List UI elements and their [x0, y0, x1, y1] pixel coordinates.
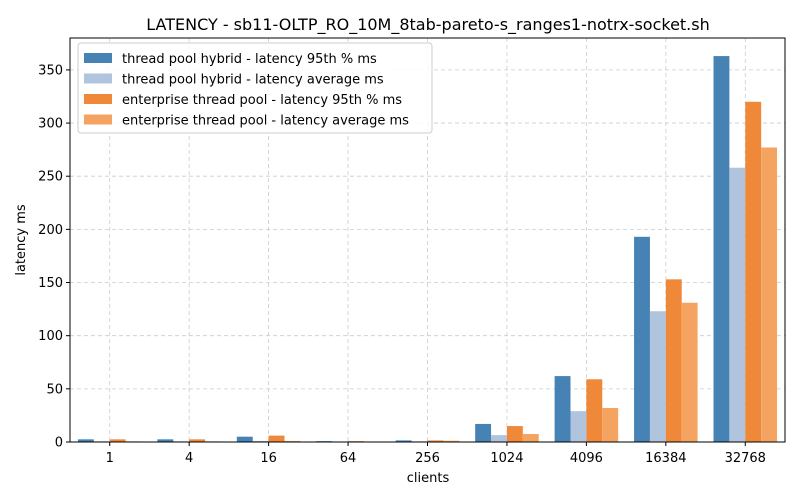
y-tick-label: 300	[38, 117, 63, 132]
y-tick-label: 250	[38, 170, 63, 185]
bar-series-2-16384	[649, 311, 666, 442]
legend-swatch	[84, 114, 112, 125]
y-tick-label: 200	[38, 223, 63, 238]
bar-series-3-16384	[665, 279, 682, 442]
legend-label: thread pool hybrid - latency 95th % ms	[122, 52, 377, 67]
y-tick-label: 50	[46, 382, 63, 397]
bar-series-1-256	[395, 440, 412, 442]
legend-label: enterprise thread pool - latency 95th % …	[122, 93, 402, 108]
x-tick-label: 4	[185, 451, 193, 466]
bar-series-2-16	[252, 440, 269, 442]
x-axis-title: clients	[407, 471, 450, 486]
x-tick-label: 1	[106, 451, 114, 466]
legend-label: thread pool hybrid - latency average ms	[122, 73, 384, 88]
bar-series-2-32768	[729, 167, 746, 442]
bar-series-3-32768	[745, 101, 762, 442]
y-tick-label: 0	[55, 436, 63, 451]
legend-swatch	[84, 94, 112, 104]
x-tick-label: 256	[415, 451, 440, 466]
bar-series-3-1024	[506, 426, 523, 442]
x-tick-label: 32768	[725, 451, 766, 466]
bar-series-3-4	[189, 439, 206, 442]
x-tick-label: 4096	[570, 451, 603, 466]
legend-box	[77, 42, 433, 134]
x-tick-label: 64	[340, 451, 357, 466]
bar-series-4-4096	[602, 407, 619, 442]
y-tick-label: 100	[38, 329, 63, 344]
bar-series-3-1	[109, 439, 126, 442]
y-axis-title: latency ms	[14, 204, 29, 276]
bar-series-1-16384	[634, 236, 650, 442]
legend-swatch	[84, 53, 112, 63]
bar-series-4-16	[284, 440, 301, 442]
bar-series-2-1024	[491, 435, 507, 442]
bar-series-3-16	[268, 435, 285, 442]
chart-title: LATENCY - sb11-OLTP_RO_10M_8tab-pareto-s…	[146, 15, 710, 35]
x-tick-label: 16384	[645, 451, 686, 466]
legend-swatch	[84, 73, 112, 84]
legend-label: enterprise thread pool - latency average…	[122, 114, 409, 129]
bar-series-4-16384	[681, 302, 698, 442]
bar-series-1-4096	[554, 376, 571, 442]
bar-series-1-4	[157, 439, 174, 442]
bar-series-4-256	[443, 440, 460, 442]
bar-series-4-1024	[522, 434, 539, 442]
y-tick-label: 150	[38, 276, 63, 291]
bar-series-1-16	[236, 436, 253, 442]
bar-series-1-32768	[713, 56, 730, 443]
bar-series-3-4096	[586, 379, 603, 442]
bar-series-3-256	[427, 440, 444, 442]
bar-series-1-1024	[475, 423, 492, 442]
x-axis: 1 4 16 64 256 1024 4096 16384 32768	[106, 442, 766, 466]
x-tick-label: 1024	[490, 451, 523, 466]
y-axis: 0 50 100 150 200 250 300 350	[38, 63, 70, 451]
bar-series-1-1	[77, 439, 94, 442]
bar-series-2-4096	[570, 411, 587, 442]
bar-series-4-32768	[761, 147, 778, 443]
y-tick-label: 350	[38, 63, 63, 78]
legend: thread pool hybrid - latency 95th % ms th…	[77, 42, 433, 134]
x-tick-label: 16	[260, 451, 277, 466]
